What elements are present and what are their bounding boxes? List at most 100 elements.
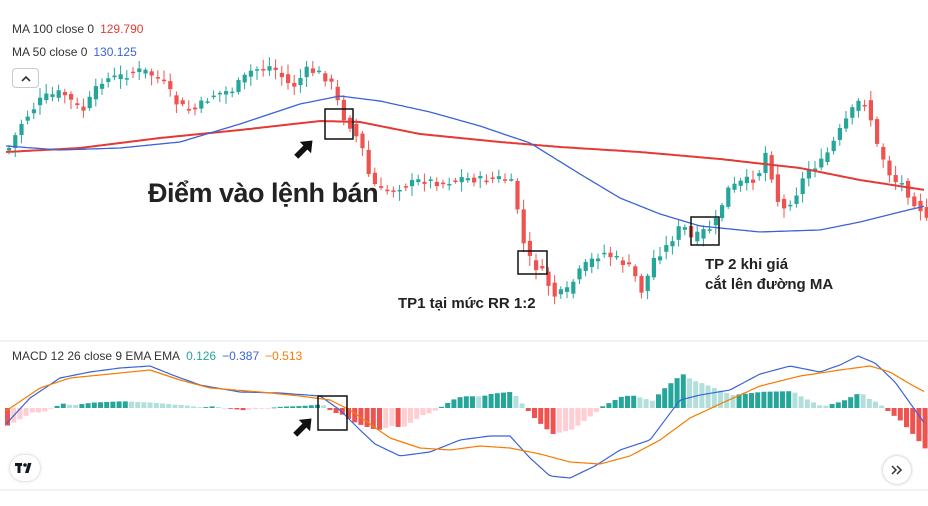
macd-histogram-bar (296, 406, 302, 408)
candle (924, 198, 928, 221)
macd-histogram-bar (209, 406, 215, 408)
macd-histogram-bar (153, 402, 159, 408)
collapse-legend-button[interactable] (12, 68, 39, 88)
candle-body (75, 103, 80, 106)
macd-histogram-bar (494, 393, 500, 408)
macd-histogram-bar (668, 383, 674, 408)
candle (447, 177, 452, 191)
candle-body (552, 282, 557, 297)
macd-histogram-bar (290, 406, 296, 408)
candle (391, 186, 396, 198)
macd-histogram-bar (364, 408, 370, 427)
candle-body (403, 186, 408, 188)
candle-body (738, 180, 743, 186)
candle (862, 99, 867, 112)
macd-histogram-bar (501, 392, 506, 408)
macd-histogram-bar (60, 403, 66, 408)
macd-histogram-bar (383, 408, 389, 428)
macd-histogram-bar (327, 408, 333, 411)
macd-histogram-bar (525, 408, 531, 411)
candle (162, 70, 167, 85)
candle-body (571, 281, 576, 294)
ma50-legend[interactable]: MA 50 close 0 130.125 (12, 45, 137, 59)
macd-histogram-bar (277, 406, 283, 408)
macd-histogram-bar (897, 408, 903, 421)
candle-body (614, 255, 619, 258)
candle (515, 178, 520, 214)
tp1-annotation: TP1 tại mức RR 1:2 (398, 295, 536, 312)
candle (850, 104, 855, 125)
macd-histogram-bar (463, 396, 469, 408)
candle (701, 225, 706, 247)
macd-arrow-icon (293, 418, 312, 437)
candle (459, 169, 464, 192)
candle-body (763, 152, 768, 173)
candle-body (112, 75, 117, 78)
candle-body (56, 90, 61, 98)
candle (155, 70, 160, 84)
candle-body (304, 66, 309, 78)
candle (757, 170, 762, 181)
candle-body (459, 177, 464, 183)
macd-histogram-bar (147, 402, 153, 408)
candle-body (503, 179, 508, 181)
candle-body (509, 179, 514, 181)
candle (614, 250, 619, 260)
macd-histogram-bar (110, 401, 116, 408)
candle (682, 224, 687, 236)
candle-body (813, 168, 818, 171)
candle-body (292, 82, 297, 87)
candle (273, 59, 278, 80)
candle (521, 199, 526, 253)
macd-histogram-bar (829, 404, 835, 408)
macd-histogram-bar (637, 397, 643, 408)
candle-body (645, 275, 650, 291)
macd-histogram-bar (891, 408, 897, 416)
candle (335, 79, 340, 106)
candle (434, 177, 439, 191)
candle (465, 172, 470, 183)
macd-histogram-bar (600, 406, 606, 408)
ma100-legend-value: 129.790 (100, 22, 144, 36)
candle-body (354, 123, 359, 137)
macd-histogram-bar (606, 403, 612, 408)
candle (478, 171, 483, 189)
candle-body (385, 189, 390, 192)
candle (137, 60, 142, 80)
macd-histogram-bar (575, 408, 581, 426)
tradingview-logo[interactable] (10, 455, 40, 481)
ma100-legend[interactable]: MA 100 close 0 129.790 (12, 22, 143, 36)
candle-body (465, 178, 470, 181)
macd-histogram-bar (85, 403, 91, 408)
candle (348, 115, 353, 133)
candle-body (106, 78, 111, 83)
candle-body (627, 262, 632, 265)
scroll-to-realtime-button[interactable] (883, 456, 911, 484)
macd-legend-label: MACD 12 26 close 9 EMA EMA (12, 349, 181, 363)
candle-body (38, 97, 43, 106)
candle-body (732, 183, 737, 190)
candle (410, 173, 415, 196)
macd-legend[interactable]: MACD 12 26 close 9 EMA EMA 0.126 −0.387 −0.… (12, 349, 302, 363)
candle (168, 73, 173, 97)
candle-body (484, 180, 489, 183)
candle (912, 192, 917, 209)
macd-histogram-bar (817, 405, 823, 408)
macd-histogram-bar (302, 405, 308, 408)
ma50-legend-value: 130.125 (93, 45, 137, 59)
candle-body (583, 261, 588, 271)
macd-histogram-bar (792, 392, 798, 408)
macd-histogram-bar (141, 402, 147, 408)
candle-body (478, 176, 483, 179)
macd-histogram-bar (550, 408, 556, 434)
candle (329, 74, 334, 90)
candle-body (416, 179, 421, 183)
macd-histogram-bar (885, 408, 891, 412)
macd-histogram-bar (439, 406, 444, 408)
candle (509, 173, 514, 182)
macd-histogram-bar (104, 401, 110, 408)
candle-body (69, 93, 74, 100)
macd-histogram-bar (507, 392, 513, 408)
candle (261, 59, 266, 77)
